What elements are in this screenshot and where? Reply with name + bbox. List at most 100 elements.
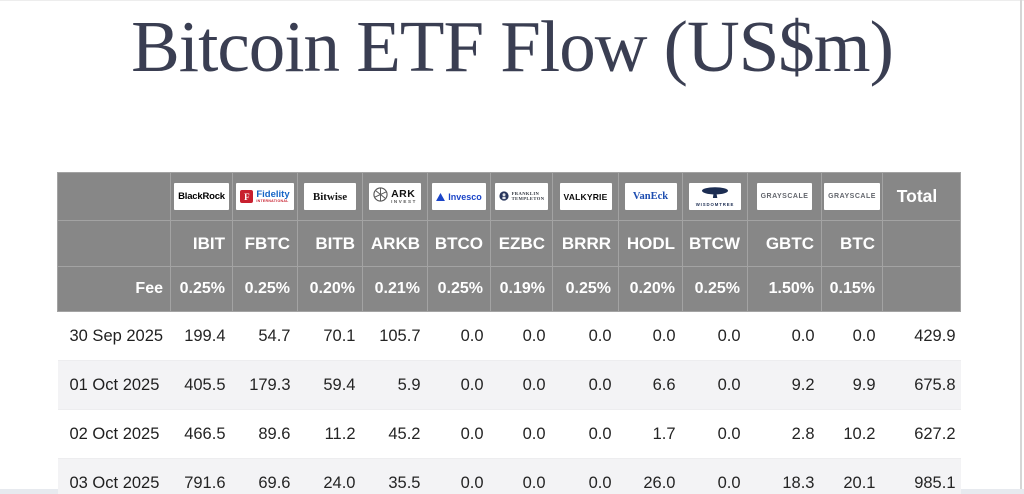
fidelity-logo-text: Fidelity [256,188,290,200]
franklin-logo-text: FRANKLIN [511,190,540,196]
valkyrie-logo-text: VALKYRIE [563,191,608,202]
flow-value-cell: 179.3 [232,360,298,410]
flow-value-cell: 405.5 [170,360,233,410]
date-cell: 01 Oct 2025 [57,360,171,410]
flow-value-cell: 70.1 [323,326,356,345]
issuer-logo-cell-grayscale-gbtc: GRAYSCALE [747,172,822,221]
date-cell: 02 Oct 2025 [57,409,171,459]
issuer-logo-cell-grayscale-btc: GRAYSCALE [821,172,883,221]
ticker-header-arkb: ARKB [362,220,428,267]
flow-value-cell: 0.0 [427,360,491,410]
valkyrie-logo: VALKYRIE [559,183,612,210]
flow-value-cell: 0.0 [522,326,546,345]
flow-value-cell: 5.9 [362,360,428,410]
issuer-logo-cell-bitwise: Bitwise [297,172,363,221]
flow-value-cell: 2.8 [747,409,822,459]
fee-cell-arkb: 0.21% [362,266,428,312]
fee-row-label: Fee [57,266,171,312]
issuer-logo-cell-invesco: Invesco [427,172,491,221]
total-value-cell: 627.2 [882,409,961,459]
grayscale-logo: GRAYSCALE [824,183,880,210]
grayscale-logo-text: GRAYSCALE [760,193,809,200]
table-row: 03 Oct 2025 791.6 69.6 24.0 35.5 0.0 0.0 0.0 26.… [57,458,961,494]
bitwise-logo-text: Bitwise [312,190,348,203]
flow-value-cell: 20.1 [821,458,883,494]
flow-value-cell: 9.9 [821,360,883,410]
flow-value-cell: 199.4 [184,326,226,345]
total-column-header: Total [882,172,961,221]
ticker-header-hodl: HODL [618,220,683,267]
flow-value-cell: 9.2 [747,360,822,410]
flow-value-cell: 105.7 [379,326,421,345]
top-border-line [0,0,1024,1]
ark-logo-text: ARK [391,187,416,200]
date-cell: 03 Oct 2025 [57,458,171,494]
flow-value-cell: 0.0 [490,458,553,494]
flow-value-cell: 0.0 [682,409,748,459]
ark-logo-subtext: INVEST [391,199,417,204]
ticker-header-ezbc: EZBC [490,220,553,267]
wisdomtree-logo: WISDOMTREE [689,183,741,210]
flow-value-cell: 0.0 [552,360,619,410]
flow-value-cell: 1.7 [618,409,683,459]
grayscale-logo-text: GRAYSCALE [828,193,876,200]
fee-cell-ezbc: 0.19% [490,266,553,312]
table-body: 30 Sep 2025 199.4 54.7 70.1 105.7 0.0 0.0 0.0 0.… [57,312,961,494]
bitwise-logo: Bitwise [304,183,356,210]
flow-value-cell: 24.0 [297,458,363,494]
flow-value-cell: 26.0 [618,458,683,494]
fee-row: Fee 0.25% 0.25% 0.20% 0.21% 0.25% 0.19% … [57,266,961,312]
page-title: Bitcoin ETF Flow (US$m) [131,6,894,87]
fee-cell-btcw: 0.25% [682,266,748,312]
fee-cell-btco: 0.25% [427,266,491,312]
ticker-header-btcw: BTCW [682,220,748,267]
flow-value-cell: 0.0 [717,326,741,345]
table-row: 02 Oct 2025 466.5 89.6 11.2 45.2 0.0 0.0 0.0 1.7… [57,409,961,459]
fidelity-logo-subtext: INTERNATIONAL [256,199,289,203]
blackrock-logo: BlackRock [174,183,229,210]
ticker-header-gbtc: GBTC [747,220,822,267]
invesco-logo: Invesco [432,183,486,210]
ark-invest-logo: ARK INVEST [369,183,421,210]
ticker-header-btc: BTC [821,220,883,267]
ticker-header-bitb: BITB [297,220,363,267]
flow-value-cell: 0.0 [791,326,815,345]
blackrock-logo-text: BlackRock [178,191,225,202]
issuer-logo-cell-blackrock: BlackRock [170,172,233,221]
flow-value-cell: 0.0 [588,326,612,345]
ticker-header-fbtc: FBTC [232,220,298,267]
flow-value-cell: 45.2 [362,409,428,459]
corner-cell [57,172,171,221]
issuer-logo-row: BlackRock F Fidelity INTERNATIONAL Bitwi [57,172,961,221]
fee-cell-fbtc: 0.25% [232,266,298,312]
fee-cell-hodl: 0.20% [618,266,683,312]
ticker-header-brrr: BRRR [552,220,619,267]
fee-cell-ibit: 0.25% [170,266,233,312]
issuer-logo-cell-ark: ARK INVEST [362,172,428,221]
total-value-cell: 675.8 [882,360,961,410]
issuer-logo-cell-valkyrie: VALKYRIE [552,172,619,221]
ticker-header-btco: BTCO [427,220,491,267]
franklin-templeton-logo: FRANKLIN TEMPLETON [494,183,549,210]
invesco-triangle-icon [436,188,446,206]
fidelity-logo: F Fidelity INTERNATIONAL [236,183,294,210]
total-value-cell: 429.9 [914,326,956,345]
fee-cell-bitb: 0.20% [297,266,363,312]
flow-value-cell: 35.5 [362,458,428,494]
wisdomtree-tree-icon [700,186,730,202]
right-border-line [1020,0,1022,494]
ticker-row-spacer [57,220,171,267]
issuer-logo-cell-wisdomtree: WISDOMTREE [682,172,748,221]
flow-value-cell: 0.0 [427,458,491,494]
flow-value-cell: 0.0 [682,360,748,410]
flow-value-cell: 10.2 [821,409,883,459]
ticker-header-ibit: IBIT [170,220,233,267]
grayscale-logo: GRAYSCALE [756,183,813,210]
issuer-logo-cell-fidelity: F Fidelity INTERNATIONAL [232,172,298,221]
table-row: 30 Sep 2025 199.4 54.7 70.1 105.7 0.0 0.0 0.0 0.… [58,312,961,361]
flow-value-cell: 0.0 [682,458,748,494]
fee-cell-btc: 0.15% [821,266,883,312]
flow-value-cell: 466.5 [170,409,233,459]
date-cell: 30 Sep 2025 [69,326,164,345]
